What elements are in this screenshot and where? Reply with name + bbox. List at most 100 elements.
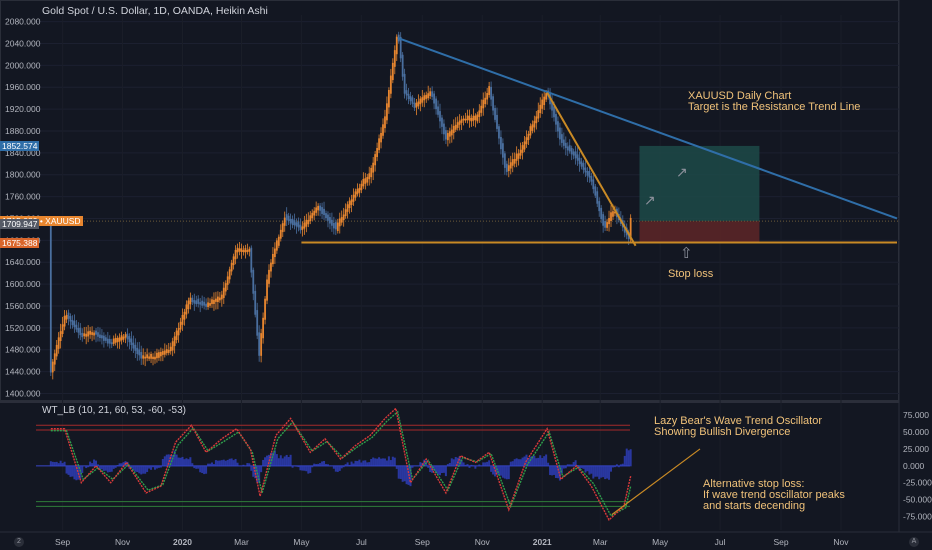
oscillator-axis-label: 75.000: [903, 410, 929, 420]
candle-body: [413, 102, 416, 108]
candle-body: [444, 130, 447, 140]
wt-histogram-bar: [346, 462, 349, 467]
wt-histogram-bar: [627, 450, 630, 467]
candle-body: [275, 240, 278, 251]
time-axis-label: May: [652, 537, 669, 547]
candle-body: [535, 116, 538, 124]
price-axis-label: 2000.000: [5, 60, 41, 70]
candle-body: [513, 159, 516, 164]
wt-histogram-bar: [458, 456, 461, 467]
wt-histogram-bar: [179, 457, 182, 467]
wt-histogram-bar: [446, 464, 449, 467]
candle-body: [503, 153, 506, 168]
wt-histogram-bar: [51, 461, 54, 467]
wt-histogram-bar: [67, 465, 70, 475]
candle-body: [468, 115, 471, 121]
wt-histogram-bar: [96, 464, 99, 467]
wt-histogram-bar: [566, 464, 569, 467]
candle-body: [232, 256, 235, 266]
wt-histogram-bar: [262, 459, 265, 467]
candle-body: [437, 106, 439, 115]
candle-body: [277, 236, 280, 246]
candle-body: [108, 338, 111, 344]
candle-body: [557, 121, 559, 132]
wt-histogram-bar: [295, 465, 298, 467]
oscillator-axis-label: 0.000: [903, 461, 925, 471]
candle-body: [531, 124, 534, 131]
candle-body: [156, 352, 158, 359]
wt-histogram-bar: [391, 456, 394, 467]
wt-histogram-bar: [621, 463, 624, 467]
wt-histogram-bar: [356, 461, 359, 467]
candle-body: [529, 126, 532, 136]
candle-body: [317, 205, 320, 211]
candle-body: [57, 337, 60, 349]
wt-histogram-bar: [529, 456, 532, 467]
wt-histogram-bar: [348, 464, 351, 467]
wt-histogram-bar: [228, 458, 231, 467]
wt-histogram-bar: [466, 464, 469, 467]
candle-body: [264, 298, 266, 320]
candle-body: [344, 209, 347, 217]
candle-body: [158, 352, 160, 358]
timezone-badge[interactable]: 2: [14, 537, 24, 547]
candle-body: [329, 217, 331, 224]
wt-histogram-bar: [608, 465, 611, 480]
candle-body: [128, 336, 131, 343]
candle-body: [189, 297, 192, 305]
candle-body: [623, 226, 626, 233]
wt-histogram-bar: [315, 464, 318, 467]
candle-body: [435, 98, 437, 110]
time-axis-label: May: [293, 537, 310, 547]
candle-body: [352, 194, 355, 202]
candle-body: [67, 312, 70, 319]
wt-histogram-bar: [415, 465, 418, 467]
wt-histogram-bar: [55, 461, 58, 467]
candle-body: [148, 356, 150, 359]
candle-body: [116, 337, 119, 343]
candle-body: [185, 304, 188, 315]
candle-body: [376, 148, 378, 158]
candle-body: [101, 335, 103, 339]
wt-histogram-bar: [106, 465, 109, 473]
auto-scale-button[interactable]: A: [909, 537, 919, 547]
wt-histogram-bar: [486, 461, 489, 467]
candle-body: [409, 96, 412, 102]
price-axis-label: 2040.000: [5, 38, 41, 48]
wt-histogram-bar: [283, 456, 286, 467]
wt-histogram-bar: [313, 463, 316, 467]
price-axis-label: 1920.000: [5, 104, 41, 114]
candle-body: [234, 249, 237, 260]
candle-body: [89, 330, 92, 335]
wt-histogram-bar: [549, 465, 552, 476]
wt-histogram-bar: [271, 452, 274, 467]
wt-histogram-bar: [138, 465, 141, 474]
candle-body: [83, 333, 86, 337]
wt-histogram-bar: [305, 465, 308, 472]
candle-body: [114, 337, 117, 343]
wt-histogram-bar: [317, 463, 320, 467]
wt-histogram-bar: [130, 465, 133, 469]
wt-histogram-bar: [279, 455, 282, 467]
candle-body: [291, 218, 294, 226]
candle-body: [303, 222, 306, 229]
candle-body: [482, 99, 485, 109]
candle-body: [118, 337, 121, 342]
candle-body: [340, 217, 343, 223]
candle-body: [59, 331, 62, 342]
wt-histogram-bar: [511, 461, 514, 467]
wt-histogram-bar: [448, 462, 451, 467]
wt-histogram-bar: [539, 455, 542, 467]
wt-histogram-bar: [374, 458, 377, 467]
candle-body: [97, 332, 99, 337]
wt-histogram-bar: [474, 465, 477, 469]
wt-histogram-bar: [352, 463, 355, 467]
candle-body: [313, 210, 316, 216]
candle-body: [240, 248, 243, 252]
wt-histogram-bar: [360, 462, 363, 467]
candle-body: [346, 204, 349, 212]
wt-histogram-bar: [440, 465, 443, 473]
wt-histogram-bar: [450, 458, 453, 467]
oscillator-axis-label: 25.000: [903, 444, 929, 454]
